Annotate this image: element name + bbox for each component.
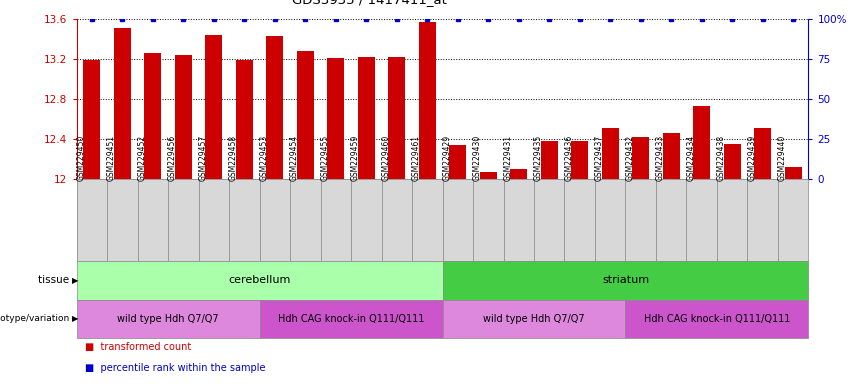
Text: GSM229454: GSM229454: [290, 135, 299, 181]
Text: GSM229437: GSM229437: [595, 135, 604, 181]
Bar: [175, 55, 191, 179]
Text: GSM229455: GSM229455: [321, 135, 329, 181]
Text: GSM229458: GSM229458: [229, 135, 238, 181]
Text: tissue: tissue: [38, 275, 72, 285]
Text: GSM229434: GSM229434: [687, 135, 695, 181]
Bar: [419, 22, 436, 179]
Bar: [145, 53, 161, 179]
Text: GSM229452: GSM229452: [138, 135, 146, 181]
Text: GSM229457: GSM229457: [198, 135, 208, 181]
Text: GSM229436: GSM229436: [564, 135, 574, 181]
Bar: [358, 57, 374, 179]
Text: ▶: ▶: [72, 314, 79, 323]
Text: GSM229435: GSM229435: [534, 135, 543, 181]
Text: GSM229450: GSM229450: [77, 135, 86, 181]
Bar: [724, 144, 740, 179]
Text: genotype/variation: genotype/variation: [0, 314, 72, 323]
Bar: [388, 57, 405, 179]
Text: GSM229453: GSM229453: [260, 135, 269, 181]
Text: GSM229460: GSM229460: [381, 135, 391, 181]
Text: GSM229461: GSM229461: [412, 135, 421, 181]
Bar: [571, 141, 588, 179]
Text: GSM229433: GSM229433: [656, 135, 665, 181]
Text: GSM229456: GSM229456: [168, 135, 177, 181]
Bar: [694, 106, 710, 179]
Text: GSM229429: GSM229429: [443, 135, 452, 181]
Bar: [541, 141, 557, 179]
Bar: [785, 167, 802, 179]
Text: GSM229431: GSM229431: [504, 135, 512, 181]
Text: wild type Hdh Q7/Q7: wild type Hdh Q7/Q7: [117, 314, 219, 324]
Text: cerebellum: cerebellum: [228, 275, 291, 285]
Bar: [83, 60, 100, 179]
Text: GSM229432: GSM229432: [625, 135, 635, 181]
Text: wild type Hdh Q7/Q7: wild type Hdh Q7/Q7: [483, 314, 585, 324]
Text: ▶: ▶: [72, 276, 79, 285]
Text: striatum: striatum: [602, 275, 649, 285]
Bar: [297, 51, 314, 179]
Text: ■  transformed count: ■ transformed count: [85, 342, 191, 352]
Bar: [511, 169, 527, 179]
Bar: [266, 36, 283, 179]
Text: Hdh CAG knock-in Q111/Q111: Hdh CAG knock-in Q111/Q111: [277, 314, 425, 324]
Bar: [328, 58, 344, 179]
Text: GSM229439: GSM229439: [747, 135, 757, 181]
Text: GDS3935 / 1417411_at: GDS3935 / 1417411_at: [292, 0, 447, 6]
Text: ■  percentile rank within the sample: ■ percentile rank within the sample: [85, 363, 266, 373]
Bar: [114, 28, 131, 179]
Bar: [663, 133, 680, 179]
Text: Hdh CAG knock-in Q111/Q111: Hdh CAG knock-in Q111/Q111: [643, 314, 791, 324]
Text: GSM229438: GSM229438: [717, 135, 726, 181]
Text: GSM229451: GSM229451: [107, 135, 116, 181]
Bar: [236, 60, 253, 179]
Bar: [754, 128, 771, 179]
Text: GSM229459: GSM229459: [351, 135, 360, 181]
Bar: [449, 145, 466, 179]
Bar: [480, 172, 497, 179]
Text: GSM229440: GSM229440: [778, 135, 787, 181]
Bar: [205, 35, 222, 179]
Text: GSM229430: GSM229430: [473, 135, 482, 181]
Bar: [632, 137, 649, 179]
Bar: [602, 128, 619, 179]
